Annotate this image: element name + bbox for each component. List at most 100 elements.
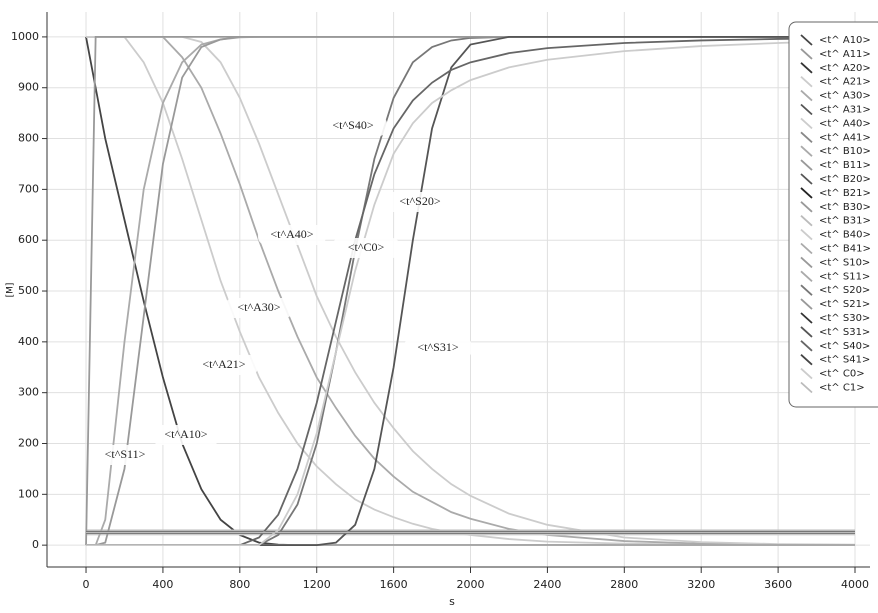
x-tick-label: 0	[83, 578, 90, 591]
x-tick-label: 2400	[533, 578, 561, 591]
legend-label: <t^ B10>	[819, 146, 871, 157]
legend-label: <t^ A21>	[819, 77, 871, 88]
legend-swatch	[800, 34, 813, 46]
y-axis-label: [M]	[6, 283, 16, 298]
annotation-bg	[319, 116, 387, 136]
y-tick-label: 900	[18, 81, 39, 94]
annotation-bg	[225, 298, 293, 318]
legend-swatch	[800, 256, 813, 269]
axes: 0 100 200 300 400 500 600 700 800 900 1000 0 400 800 1…	[11, 30, 869, 591]
legend-swatch	[800, 117, 813, 130]
legend-swatch	[800, 89, 813, 102]
y-tick-label: 500	[18, 284, 39, 297]
annotation: <t^A30>	[237, 300, 280, 314]
legend-swatch	[800, 131, 813, 143]
x-tick-label: 2000	[457, 578, 485, 591]
annotation: <t^S11>	[105, 447, 146, 461]
legend-label: <t^ S31>	[819, 327, 870, 338]
x-tick-label: 3200	[687, 578, 715, 591]
x-tick-label: 4000	[841, 578, 869, 591]
legend-label: <t^ S11>	[819, 271, 870, 282]
legend-label: <t^ B41>	[819, 244, 871, 255]
legend-swatch	[800, 173, 813, 185]
x-tick-label: 800	[229, 578, 250, 591]
legend-swatch	[800, 242, 813, 255]
y-tick-label: 100	[18, 487, 39, 500]
legend-swatch	[800, 62, 813, 74]
legend-label: <t^ S40>	[819, 341, 870, 352]
legend-label: <t^ A10>	[819, 35, 871, 46]
legend-label: <t^ S21>	[819, 299, 870, 310]
y-tick-label: 400	[18, 335, 39, 348]
legend-label: <t^ S20>	[819, 285, 870, 296]
annotation-bg	[404, 338, 472, 358]
legend-swatch	[800, 215, 813, 227]
legend-swatch	[800, 76, 813, 88]
legend-label: <t^ A20>	[819, 63, 871, 74]
legend-label: <t^ B31>	[819, 216, 871, 227]
annotation: <t^A40>	[270, 227, 313, 241]
y-tick-label: 0	[32, 538, 39, 551]
legend-swatch	[800, 201, 813, 213]
legend-swatch	[800, 159, 813, 171]
legend-swatch	[800, 326, 813, 338]
legend-label: <t^ A40>	[819, 118, 871, 129]
x-tick-label: 1600	[380, 578, 408, 591]
annotation: <t^A10>	[164, 427, 207, 441]
legend-label: <t^ C1>	[819, 383, 865, 394]
legend-swatch	[800, 48, 813, 60]
annotation: <t^A21>	[202, 357, 245, 371]
legend-swatch	[800, 340, 813, 352]
annotation-bg	[386, 192, 454, 212]
annotation: <t^S40>	[332, 118, 373, 132]
legend-label: <t^ S30>	[819, 313, 870, 324]
legend-swatch	[800, 228, 813, 241]
legend: <t^ A10> <t^ A11> <t^ A20> <t^ A21> <t^ A30>…	[788, 21, 878, 408]
y-tick-label: 1000	[11, 30, 39, 43]
legend-swatch	[800, 103, 813, 116]
annotation-bg	[152, 425, 220, 445]
legend-swatch	[800, 284, 813, 296]
legend-label: <t^ B21>	[819, 188, 871, 199]
y-tick-label: 300	[18, 386, 39, 399]
series-line	[86, 39, 856, 547]
legend-label: <t^ S41>	[819, 355, 870, 366]
legend-swatch	[800, 312, 813, 324]
annotation-bg	[190, 355, 258, 375]
legend-swatch	[800, 187, 813, 199]
annotation-bg	[258, 225, 326, 245]
legend-swatch	[800, 381, 813, 394]
annotation: <t^S20>	[399, 194, 440, 208]
legend-label: <t^ B30>	[819, 202, 871, 213]
legend-swatch	[800, 354, 813, 366]
legend-label: <t^ B11>	[819, 160, 871, 171]
legend-box	[788, 21, 878, 408]
legend-label: <t^ A31>	[819, 105, 871, 116]
annotation-bg	[332, 238, 400, 258]
x-tick-label: 1200	[303, 578, 331, 591]
x-tick-label: 400	[152, 578, 173, 591]
legend-label: <t^ B20>	[819, 174, 871, 185]
x-axis-label: s	[449, 595, 455, 608]
series-line	[86, 36, 855, 547]
legend-label: <t^ A41>	[819, 132, 871, 143]
legend-label: <t^ A30>	[819, 91, 871, 102]
annotations: <t^S40> <t^S20> <t^A40> <t^C0> <t^A30> <t^A21…	[91, 116, 472, 465]
plot-lines	[85, 36, 856, 547]
y-tick-label: 200	[18, 436, 39, 449]
legend-label: <t^ S10>	[819, 257, 870, 268]
x-tick-label: 2800	[610, 578, 638, 591]
annotation: <t^C0>	[348, 240, 385, 254]
legend-swatch	[800, 298, 813, 310]
annotation-bg	[91, 445, 159, 465]
legend-label: <t^ B40>	[819, 230, 871, 241]
legend-swatch	[800, 270, 813, 282]
legend-label: <t^ C0>	[819, 369, 865, 380]
x-tick-label: 3600	[764, 578, 792, 591]
annotation: <t^S31>	[417, 340, 458, 354]
y-tick-label: 600	[18, 233, 39, 246]
y-tick-label: 700	[18, 182, 39, 195]
legend-swatch	[800, 145, 813, 157]
